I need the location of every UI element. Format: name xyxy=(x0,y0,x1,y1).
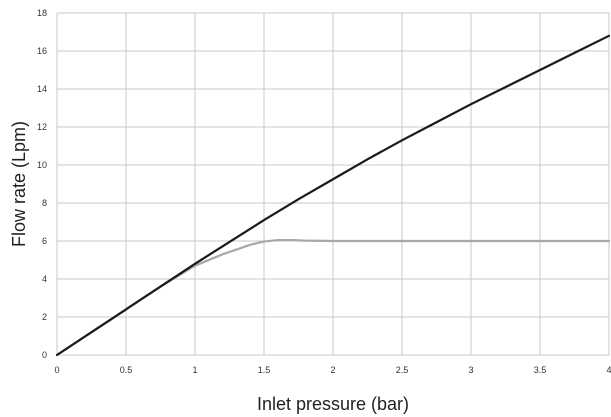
x-tick-label: 0.5 xyxy=(120,365,133,375)
y-tick-label: 8 xyxy=(42,198,47,208)
y-tick-label: 2 xyxy=(42,312,47,322)
y-tick-label: 0 xyxy=(42,350,47,360)
x-tick-label: 2.5 xyxy=(396,365,409,375)
y-tick-label: 6 xyxy=(42,236,47,246)
y-tick-label: 18 xyxy=(37,8,47,18)
series-layer xyxy=(55,34,611,357)
grid-layer xyxy=(56,12,610,356)
y-tick-label: 14 xyxy=(37,84,47,94)
x-tick-label: 3 xyxy=(468,365,473,375)
y-tick-label: 12 xyxy=(37,122,47,132)
x-tick-label: 1.5 xyxy=(258,365,271,375)
x-axis-title: Inlet pressure (bar) xyxy=(257,394,409,414)
y-tick-label: 10 xyxy=(37,160,47,170)
series-line-1 xyxy=(55,34,611,357)
x-tick-label: 0 xyxy=(54,365,59,375)
y-tick-label: 4 xyxy=(42,274,47,284)
x-tick-label: 2 xyxy=(330,365,335,375)
y-axis-title: Flow rate (Lpm) xyxy=(9,121,29,247)
x-tick-label: 1 xyxy=(192,365,197,375)
y-tick-label: 16 xyxy=(37,46,47,56)
x-tick-label: 3.5 xyxy=(534,365,547,375)
tick-label-layer: 0 2 4 6 8 10 12 14 16 18 0 0.5 1 1.5 2 2.5 3 3.5 4 xyxy=(37,8,611,375)
x-tick-label: 4 xyxy=(606,365,611,375)
